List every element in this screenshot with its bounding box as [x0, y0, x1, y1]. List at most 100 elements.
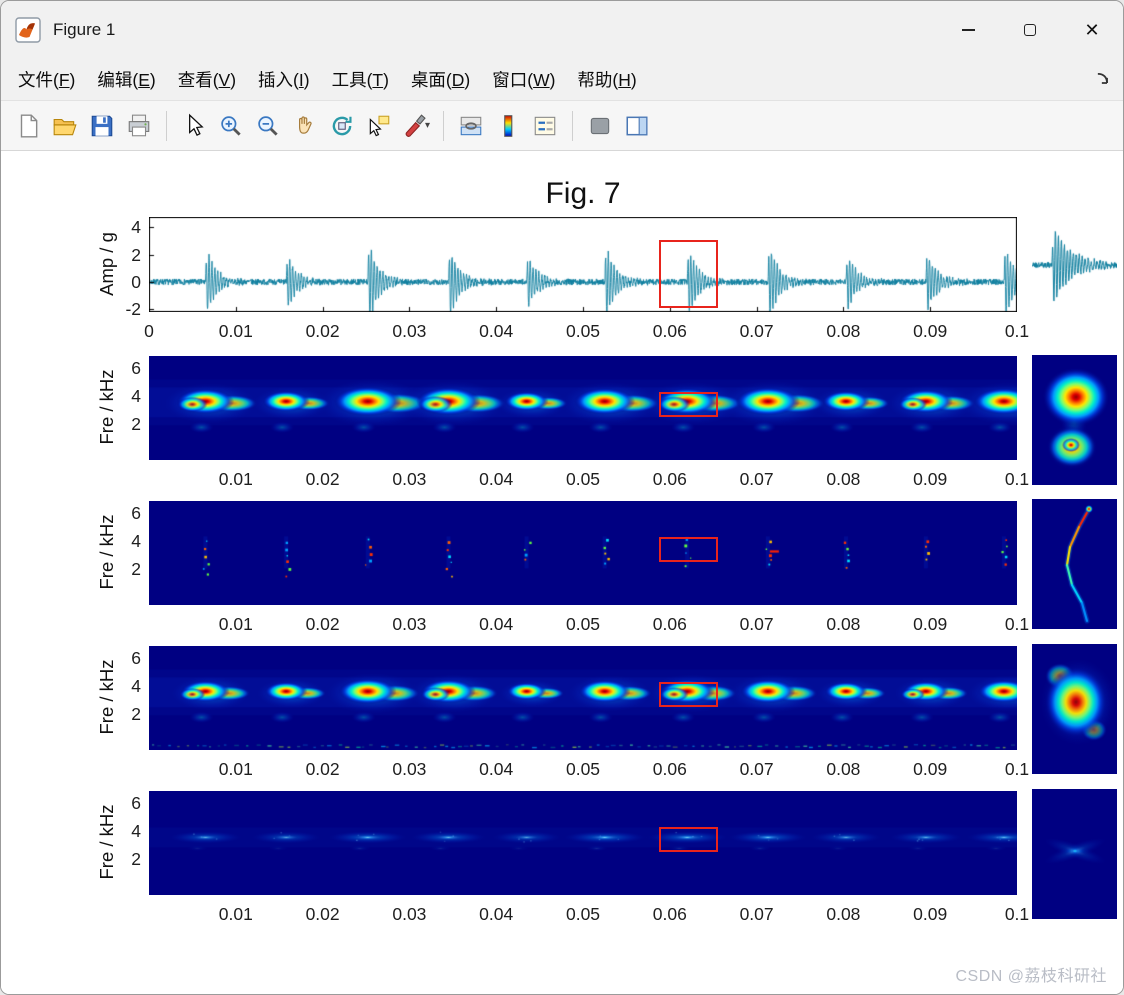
tick-label: 0.02 — [305, 614, 340, 634]
tick-label: 0 — [131, 271, 141, 292]
menu-file[interactable]: 文件(F) — [7, 61, 86, 98]
minimize-button[interactable] — [937, 1, 999, 59]
tick-label: 4 — [131, 217, 141, 238]
tick-label: 0.07 — [739, 469, 774, 489]
undock-arrow-icon[interactable] — [1095, 71, 1111, 92]
watermark: CSDN @荔枝科研社 — [955, 968, 1107, 985]
menu-label: 编辑( — [97, 70, 139, 90]
zoom-out-button[interactable] — [251, 107, 285, 145]
tick-label: 6 — [131, 357, 141, 378]
tick-label: 0.09 — [913, 469, 948, 489]
new-file-icon — [20, 113, 38, 138]
tick-label: 2 — [131, 244, 141, 265]
menu-label: ) — [230, 70, 237, 90]
tick-label: 0.03 — [392, 321, 427, 341]
menu-label: 帮助( — [577, 70, 619, 90]
menu-label: 插入( — [258, 70, 299, 90]
tick-label: 0.05 — [565, 321, 601, 341]
tick-label: 0.02 — [305, 321, 340, 341]
tick-label: 0.06 — [652, 469, 687, 489]
menu-insert[interactable]: 插入(I) — [247, 61, 321, 98]
maximize-button[interactable] — [999, 1, 1061, 59]
link-plots-button[interactable] — [454, 107, 488, 145]
menu-window[interactable]: 窗口(W) — [481, 61, 566, 98]
tick-label: 2 — [131, 413, 141, 434]
brush-icon — [405, 113, 426, 137]
menu-edit[interactable]: 编辑(E) — [86, 61, 166, 98]
save-file-button[interactable] — [85, 107, 119, 145]
menu-key: W — [533, 70, 550, 90]
new-file-button[interactable] — [11, 107, 45, 145]
hand-icon — [298, 115, 312, 134]
tick-label: 0.06 — [652, 614, 687, 634]
open-file-button[interactable] — [48, 107, 82, 145]
legend-icon — [534, 116, 556, 135]
menu-label: 工具( — [331, 70, 373, 90]
cursor-arrow-icon — [189, 113, 204, 136]
spectrogram-plot-1 — [149, 356, 1017, 460]
window-controls: ✕ — [937, 1, 1123, 59]
menu-desktop[interactable]: 桌面(D) — [400, 61, 481, 98]
tick-label: 0.05 — [565, 469, 601, 489]
tick-label: 6 — [131, 647, 141, 668]
toolbar-separator — [166, 110, 167, 141]
tick-label: 4 — [131, 385, 141, 406]
tick-label: 0.04 — [479, 469, 514, 489]
show-plot-tools-button[interactable] — [620, 107, 654, 145]
menu-label: 窗口( — [492, 70, 534, 90]
tick-label: 0.1 — [1004, 904, 1030, 924]
menu-label: 查看( — [177, 70, 219, 90]
menu-tools[interactable]: 工具(T) — [321, 61, 400, 98]
edit-plot-button[interactable] — [177, 107, 211, 145]
brush-dropdown-icon[interactable]: ▾ — [424, 120, 431, 131]
menu-help[interactable]: 帮助(H) — [566, 61, 647, 98]
tick-label: 0.04 — [479, 321, 514, 341]
tick-label: 0.01 — [218, 614, 253, 634]
rotate-3d-icon — [332, 116, 352, 135]
waveform-plot — [149, 217, 1017, 312]
spectrogram-plot-2 — [149, 501, 1017, 605]
menu-label: ) — [149, 70, 156, 90]
tick-label: 0.06 — [652, 904, 687, 924]
insert-legend-button[interactable] — [528, 107, 562, 145]
rotate-3d-button[interactable] — [325, 107, 359, 145]
menu-view[interactable]: 查看(V) — [167, 61, 247, 98]
toolbar-separator — [572, 110, 573, 141]
tick-label: 0.07 — [739, 904, 774, 924]
print-icon — [128, 114, 150, 136]
insert-colorbar-button[interactable] — [491, 107, 525, 145]
menu-key: F — [58, 70, 70, 90]
pan-button[interactable] — [288, 107, 322, 145]
waveform-zoom-inset — [1032, 215, 1117, 312]
data-cursor-button[interactable] — [362, 107, 396, 145]
close-button[interactable]: ✕ — [1061, 1, 1123, 59]
menu-label: ) — [549, 70, 556, 90]
link-plots-icon — [460, 116, 482, 135]
open-file-icon — [53, 118, 77, 135]
tick-label: 0.07 — [739, 321, 774, 341]
print-button[interactable] — [122, 107, 156, 145]
figure-title: Fig. 7 — [545, 177, 621, 210]
matlab-icon — [15, 17, 41, 43]
colorbar-icon — [504, 114, 513, 137]
menu-key: T — [372, 70, 384, 90]
tick-label: 0.02 — [305, 759, 340, 779]
brush-button[interactable]: ▾ — [399, 107, 433, 145]
tick-label: 0.01 — [218, 469, 253, 489]
minimize-icon — [961, 29, 975, 31]
spectrogram-plot-4 — [149, 791, 1017, 895]
tick-label: 0.08 — [826, 469, 861, 489]
figure-area: Fig. 7 Amp / g Fre / kHz Fre / kHz Fre /… — [1, 151, 1123, 994]
spectrogram-zoom-inset-3 — [1032, 644, 1117, 774]
save-icon — [91, 115, 113, 136]
tick-label: 0.08 — [826, 614, 861, 634]
spectrogram-plot-3 — [149, 646, 1017, 750]
zoom-in-icon — [221, 115, 241, 136]
zoom-in-button[interactable] — [214, 107, 248, 145]
hide-plot-tools-icon — [590, 117, 610, 134]
highlight-box — [659, 391, 718, 417]
tick-label: 0.04 — [479, 614, 514, 634]
tick-label: 4 — [131, 675, 141, 696]
tick-label: 0.04 — [479, 759, 514, 779]
hide-plot-tools-button[interactable] — [583, 107, 617, 145]
